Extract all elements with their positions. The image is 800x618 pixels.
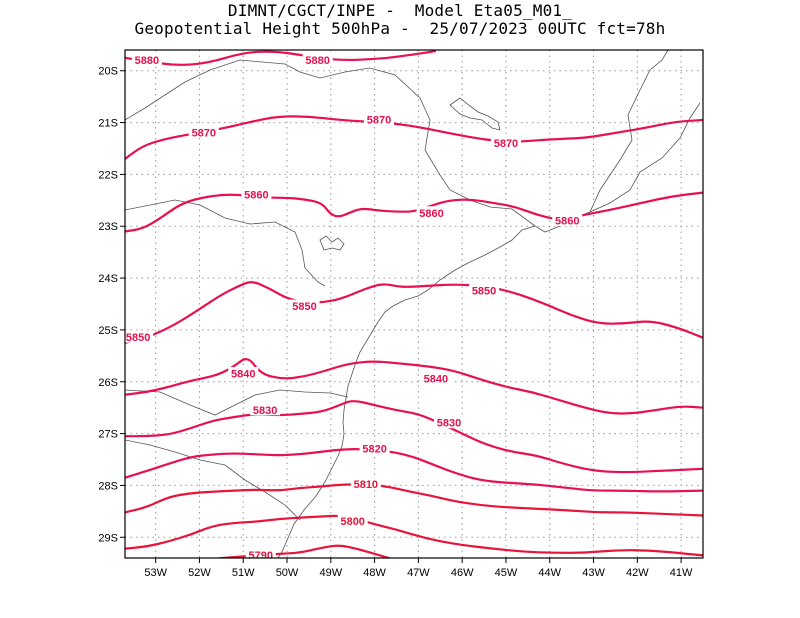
contour-label: 5840 [424, 374, 448, 386]
contour-label-bg [363, 112, 394, 125]
border-pr-sc [124, 389, 349, 416]
lat-tick-label: 26S [98, 377, 118, 389]
axis-ticks: 20S 21S 22S 23S 24S 25S 26S 27S 28S 29S 53W 52W 51W 5… [98, 66, 693, 579]
lon-tick-label: 41W [670, 567, 693, 579]
title-line-2: Geopotential Height 500hPa - 25/07/2023 … [134, 19, 666, 38]
river-north [449, 97, 501, 131]
lat-tick-label: 22S [98, 169, 118, 181]
border-mg-sp [124, 199, 326, 287]
contour-5880 [125, 50, 437, 66]
contour-5790 [212, 544, 393, 558]
lat-tick-label: 25S [98, 325, 118, 337]
contour-5830 [125, 400, 703, 474]
contour-label-bg [228, 366, 259, 379]
contour-label: 5850 [472, 286, 496, 298]
contour-label: 5840 [231, 368, 255, 380]
contour-label: 5800 [340, 516, 364, 528]
contour-label: 5860 [555, 216, 579, 228]
lon-tick-label: 51W [232, 567, 255, 579]
contour-label-bg [131, 53, 162, 66]
contour-label: 5830 [437, 418, 461, 430]
lat-tick-label: 21S [98, 118, 118, 130]
contour-5860 [125, 191, 703, 233]
contour-label: 5880 [135, 55, 159, 67]
contour-label: 5850 [292, 301, 316, 313]
title-line-1: DIMNT/CGCT/INPE - Model Eta05_M01_ [227, 1, 573, 20]
contour-5800 [125, 514, 703, 557]
lon-tick-label: 53W [144, 567, 167, 579]
contour-label-bg [416, 206, 447, 219]
contour-label-bg [469, 284, 500, 297]
contour-label: 5870 [192, 127, 216, 139]
lon-tick-label: 47W [407, 567, 430, 579]
lon-tick-label: 52W [188, 567, 211, 579]
contour-5850 [125, 281, 703, 344]
contour-label-bg [125, 330, 154, 343]
contour-label-bg [350, 477, 381, 490]
border-mg-es [589, 49, 669, 213]
lon-tick-label: 45W [495, 567, 518, 579]
contour-label-bg [250, 403, 281, 416]
lat-tick-label: 24S [98, 273, 118, 285]
border-mg-rj-es [261, 61, 536, 227]
coastline [277, 102, 701, 559]
lon-tick-label: 43W [582, 567, 605, 579]
contour-label: 5790 [249, 550, 273, 562]
contour-label-bg [359, 442, 390, 455]
contour-label-bg [241, 188, 272, 201]
contour-label: 5880 [305, 55, 329, 67]
contour-label-bg [302, 53, 333, 66]
contour-5810 [125, 483, 703, 517]
contour-label: 5830 [253, 405, 277, 417]
contour-label: 5850 [126, 332, 150, 344]
map-frame [124, 49, 704, 559]
contour-label-bg [434, 416, 465, 429]
contour-label: 5860 [419, 208, 443, 220]
contour-label: 5820 [362, 444, 386, 456]
lake-1 [319, 235, 345, 251]
contour-label-bg [188, 125, 219, 138]
lat-tick-label: 28S [98, 480, 118, 492]
contour-label: 5810 [354, 479, 378, 491]
contour-label-bg [337, 514, 368, 527]
contour-5820 [125, 448, 703, 493]
lat-tick-label: 20S [98, 66, 118, 78]
contour-5840 [125, 358, 703, 415]
contour-label: 5860 [244, 190, 268, 202]
lon-tick-label: 46W [451, 567, 474, 579]
lat-tick-label: 27S [98, 429, 118, 441]
contour-label-bg [552, 214, 583, 227]
contour-label: 5870 [367, 114, 391, 126]
border-ms-sp [124, 59, 263, 121]
contour-label: 5870 [494, 138, 518, 150]
lat-lon-grid [125, 50, 703, 558]
lon-tick-label: 49W [319, 567, 342, 579]
lon-tick-label: 42W [626, 567, 649, 579]
lon-tick-label: 50W [276, 567, 299, 579]
contour-label-bg [420, 372, 451, 385]
contour-label-bg [245, 548, 276, 558]
contour-labels: 5880 5880 5870 5870 5870 5860 5860 5860 5850 5850… [125, 53, 583, 562]
lon-tick-label: 48W [363, 567, 386, 579]
contour-label-bg [289, 299, 320, 312]
contour-label-bg [490, 136, 521, 149]
plot-title: DIMNT/CGCT/INPE - Model Eta05_M01_ Geopo… [0, 2, 800, 38]
border-sc-rs [124, 439, 301, 521]
lon-tick-label: 44W [538, 567, 561, 579]
lat-tick-label: 23S [98, 221, 118, 233]
lat-tick-label: 29S [98, 532, 118, 544]
